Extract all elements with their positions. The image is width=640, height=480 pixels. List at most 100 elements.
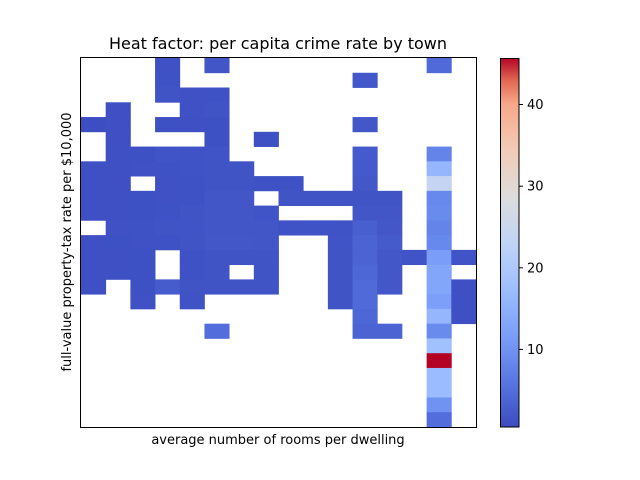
heatmap-cell (278, 176, 304, 192)
heatmap-cell (130, 264, 156, 280)
heatmap-cell (130, 161, 156, 177)
heatmap-cell (204, 117, 230, 133)
heatmap-cell (377, 220, 403, 236)
y-axis-label: full-value property-tax rate per $10,000 (60, 112, 75, 371)
heatmap-cell (105, 102, 131, 118)
heatmap-cell (426, 412, 452, 428)
heatmap-cell (155, 220, 181, 236)
colorbar-gradient (500, 58, 519, 427)
heatmap-cell (278, 190, 304, 206)
heatmap-cell (426, 397, 452, 413)
heatmap-cell (426, 58, 452, 74)
heatmap-cell (179, 117, 205, 133)
heatmap-cell (253, 279, 279, 295)
heatmap-cell (451, 249, 477, 266)
heatmap-cell (426, 146, 452, 162)
heatmap-cell (204, 264, 230, 280)
heatmap-cell (204, 131, 230, 147)
heatmap-cell (81, 117, 107, 133)
heatmap-cell (377, 190, 403, 206)
heatmap-cell (179, 264, 205, 280)
heatmap-cell (179, 235, 205, 251)
heatmap-cell (155, 235, 181, 251)
heatmap-cell (352, 146, 378, 162)
heatmap-cell (426, 176, 452, 192)
heatmap-cell (130, 220, 156, 236)
colorbar-tick-label: 10 (527, 343, 544, 358)
heatmap-cell (229, 205, 255, 221)
heatmap-cell (451, 294, 477, 310)
heatmap-cell (130, 205, 156, 221)
heatmap-cell (327, 235, 353, 251)
heatmap-cell (303, 220, 329, 236)
heatmap-cell (352, 308, 378, 325)
heatmap-cell (204, 146, 230, 162)
heatmap-cell (352, 117, 378, 133)
heatmap-cell (179, 220, 205, 236)
heatmap-cell (352, 161, 378, 177)
heatmap-cell (179, 190, 205, 206)
heatmap-cell (204, 249, 230, 266)
heatmap-cell (352, 220, 378, 236)
heatmap-cell (105, 131, 131, 147)
heatmap-cell (155, 117, 181, 133)
heatmap-cell (130, 146, 156, 162)
heatmap-cell (81, 161, 107, 177)
heatmap-cell (204, 279, 230, 295)
heatmap-cell (204, 161, 230, 177)
heatmap-cell (229, 161, 255, 177)
heatmap-cell (377, 205, 403, 221)
heatmap-cell (229, 220, 255, 236)
heatmap-cell (352, 279, 378, 295)
heatmap-cell (426, 308, 452, 325)
heatmap-cell (204, 176, 230, 192)
heatmap-cell (426, 161, 452, 177)
heatmap-cell (426, 249, 452, 266)
heatmap-cell (204, 87, 230, 103)
heatmap-cell (105, 161, 131, 177)
heatmap-cell (105, 235, 131, 251)
heatmap-cell (179, 87, 205, 103)
heatmap-cell (229, 190, 255, 206)
heatmap-cell (204, 220, 230, 236)
heatmap-cell (426, 235, 452, 251)
heatmap-cell (105, 220, 131, 236)
heatmap-cell (377, 279, 403, 295)
heatmap-cell (130, 235, 156, 251)
heatmap-cell (327, 190, 353, 206)
x-axis-label: average number of rooms per dwelling (151, 433, 404, 448)
heatmap-cell (327, 249, 353, 266)
heatmap-cell (81, 205, 107, 221)
heatmap-cell (229, 249, 255, 266)
heatmap-cell (81, 235, 107, 251)
heatmap-cell (130, 190, 156, 206)
heatmap-cell (81, 249, 107, 266)
heatmap-cell (179, 249, 205, 266)
heatmap-cell (426, 264, 452, 280)
heatmap-cell (179, 294, 205, 310)
heatmap-cell (155, 58, 181, 74)
heatmap-cell (204, 190, 230, 206)
heatmap-cell (105, 117, 131, 133)
heatmap-cell (155, 87, 181, 103)
heatmap-cell (327, 279, 353, 295)
heatmap-cell (105, 264, 131, 280)
heatmap-cell (155, 161, 181, 177)
heatmap-cell (352, 72, 378, 88)
heatmap-cell (105, 146, 131, 162)
heatmap-cell (377, 249, 403, 266)
heatmap-cell (352, 190, 378, 206)
colorbar-tick-label: 20 (527, 261, 544, 276)
heatmap-cell (352, 235, 378, 251)
heatmap-cell (179, 146, 205, 162)
heatmap-cell (426, 382, 452, 398)
heatmap-cell (204, 58, 230, 74)
heatmap-cell (426, 279, 452, 295)
heatmap-cell (426, 338, 452, 354)
heatmap-cell (81, 279, 107, 295)
heatmap-cell (426, 294, 452, 310)
heatmap-cell (179, 102, 205, 118)
heatmap-cell (253, 176, 279, 192)
heatmap-cell (204, 235, 230, 251)
heatmap-cell (253, 249, 279, 266)
